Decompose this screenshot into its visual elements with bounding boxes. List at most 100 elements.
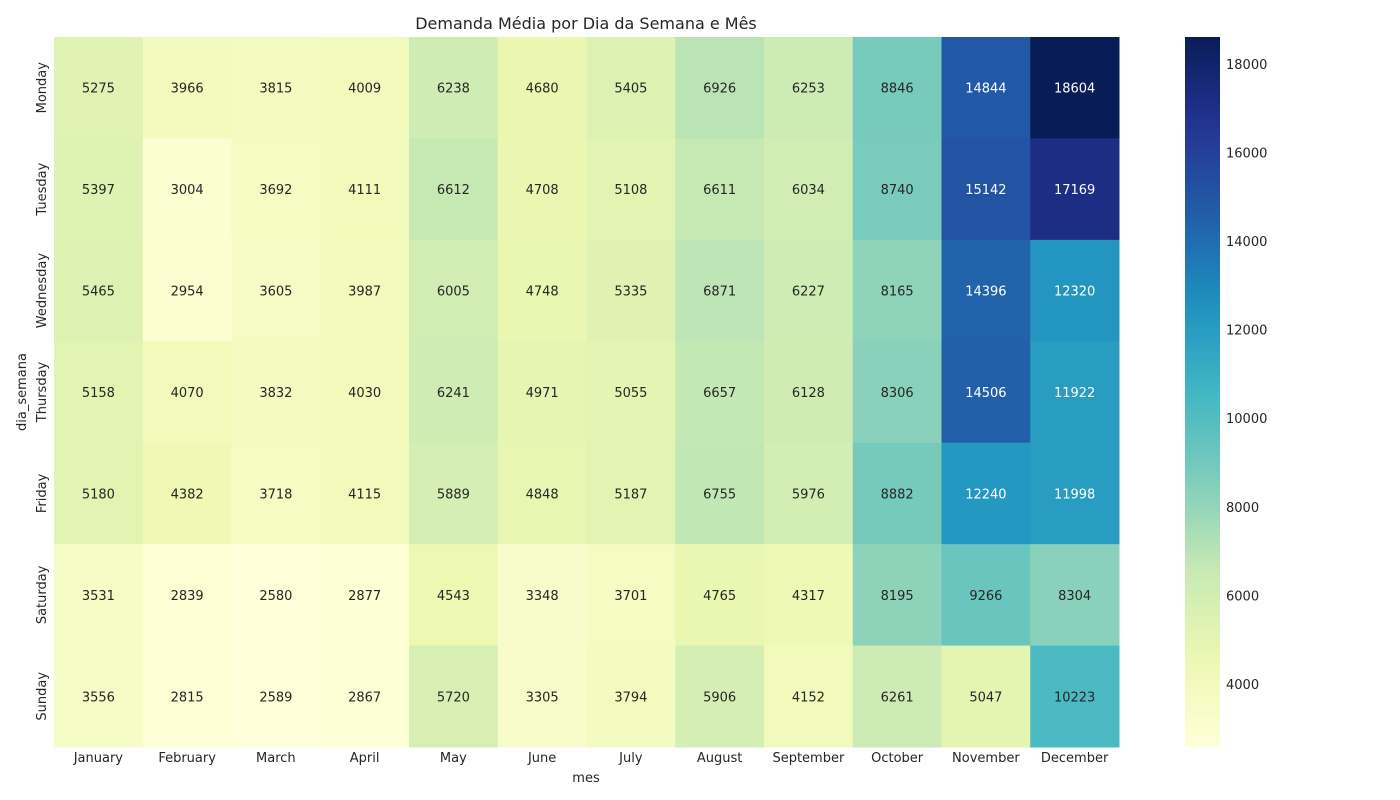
cell-value-label: 6253 (792, 82, 825, 97)
heatmap-cell (231, 645, 321, 748)
heatmap-cell (409, 645, 499, 748)
cell-value-label: 5889 (437, 487, 470, 502)
x-axis-label: mes (572, 771, 600, 786)
x-tick-label: February (158, 751, 216, 766)
cell-value-label: 3966 (171, 82, 204, 97)
heatmap-cell (231, 341, 321, 444)
heatmap-cell (320, 138, 410, 241)
cell-value-label: 3556 (82, 690, 115, 705)
cell-value-label: 4765 (703, 589, 736, 604)
heatmap-cell (231, 37, 321, 139)
cell-value-label: 14844 (965, 82, 1006, 97)
colorbar-tick-label: 8000 (1226, 501, 1259, 516)
heatmap-cell (941, 645, 1031, 748)
cell-value-label: 3815 (259, 82, 292, 97)
cell-value-label: 4030 (348, 386, 381, 401)
heatmap-cell (675, 645, 765, 748)
cell-value-label: 3832 (259, 386, 292, 401)
heatmap-cell (764, 138, 854, 241)
heatmap-cell (764, 37, 854, 139)
heatmap-cell (675, 544, 765, 647)
cell-value-label: 5465 (82, 285, 115, 300)
heatmap-cell (142, 544, 232, 647)
heatmap-cell (142, 341, 232, 444)
heatmap-cell (852, 37, 942, 139)
cell-value-label: 3605 (259, 285, 292, 300)
heatmap-cell (1030, 239, 1120, 342)
cell-value-label: 5397 (82, 183, 115, 198)
y-tick-labels: Monday Tuesday Wednesday Thursday Friday Satu… (35, 62, 50, 721)
heatmap-cell (852, 239, 942, 342)
cell-value-label: 3987 (348, 285, 381, 300)
cell-value-label: 5055 (614, 386, 647, 401)
heatmap-cell (142, 138, 232, 241)
heatmap-cell (852, 138, 942, 241)
heatmap-cell (941, 138, 1031, 241)
colorbar-tick-label: 14000 (1226, 235, 1267, 250)
heatmap-cell (320, 341, 410, 444)
cell-value-label: 4748 (526, 285, 559, 300)
heatmap-cell (320, 544, 410, 647)
heatmap-cell (142, 37, 232, 139)
cell-value-label: 8304 (1058, 589, 1091, 604)
heatmap-cell (675, 138, 765, 241)
cell-value-label: 6261 (881, 690, 914, 705)
cell-value-label: 8165 (881, 285, 914, 300)
heatmap-cell (1030, 544, 1120, 647)
cell-value-label: 3348 (526, 589, 559, 604)
y-tick-label: Thursday (35, 361, 50, 423)
cell-value-label: 4317 (792, 589, 825, 604)
colorbar-gradient (1185, 37, 1220, 747)
heatmap-cell (852, 645, 942, 748)
cell-value-label: 3794 (614, 690, 647, 705)
heatmap-cell (764, 544, 854, 647)
cell-value-label: 14396 (965, 285, 1006, 300)
cell-value-label: 3692 (259, 183, 292, 198)
cell-value-label: 17169 (1054, 183, 1095, 198)
heatmap-cell (1030, 37, 1120, 139)
cell-value-label: 5275 (82, 82, 115, 97)
cell-value-label: 8306 (881, 386, 914, 401)
heatmap-cell (675, 37, 765, 139)
x-tick-label: October (871, 751, 924, 766)
heatmap-cell (941, 341, 1031, 444)
cell-value-label: 4152 (792, 690, 825, 705)
heatmap-cell (409, 37, 499, 139)
cell-value-label: 15142 (965, 183, 1006, 198)
heatmap-cell (852, 341, 942, 444)
heatmap-cell (320, 442, 410, 545)
cell-value-label: 6926 (703, 82, 736, 97)
heatmap-cell (54, 239, 144, 342)
x-tick-label: January (73, 751, 124, 766)
heatmap-cell (1030, 138, 1120, 241)
heatmap-cell (142, 239, 232, 342)
heatmap-cell (497, 341, 587, 444)
cell-value-label: 2580 (259, 589, 292, 604)
cell-value-label: 3701 (614, 589, 647, 604)
colorbar-tick-label: 10000 (1226, 412, 1267, 427)
heatmap-cell (497, 239, 587, 342)
heatmap-cell (941, 442, 1031, 545)
cell-value-label: 6238 (437, 82, 470, 97)
cell-value-label: 6128 (792, 386, 825, 401)
heatmap-cell (1030, 341, 1120, 444)
x-tick-label: June (527, 751, 556, 766)
heatmap-cell (231, 239, 321, 342)
cell-value-label: 5335 (614, 285, 647, 300)
heatmap-cell (764, 341, 854, 444)
heatmap-cell (675, 239, 765, 342)
cell-value-label: 6227 (792, 285, 825, 300)
heatmap-cell (409, 341, 499, 444)
cell-value-label: 11998 (1054, 487, 1095, 502)
cell-value-label: 2589 (259, 690, 292, 705)
x-tick-label: September (772, 751, 845, 766)
heatmap-cell (497, 442, 587, 545)
heatmap-cell (941, 37, 1031, 139)
cell-value-label: 4115 (348, 487, 381, 502)
heatmap-cell (320, 239, 410, 342)
cell-value-label: 11922 (1054, 386, 1095, 401)
cell-value-label: 2815 (171, 690, 204, 705)
cell-value-label: 4680 (526, 82, 559, 97)
colorbar-tick-label: 12000 (1226, 324, 1267, 339)
heatmap-cell (142, 442, 232, 545)
